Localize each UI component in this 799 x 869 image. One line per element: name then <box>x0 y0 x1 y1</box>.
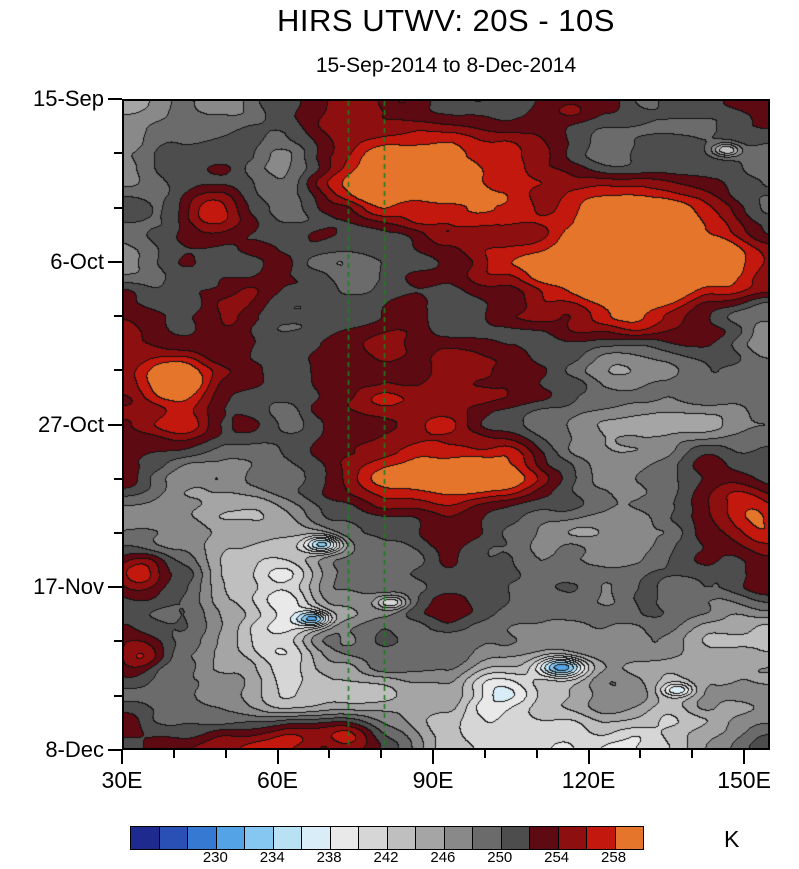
colorbar-segment <box>444 827 473 849</box>
colorbar-segment <box>587 827 616 849</box>
x-axis-minor-tick <box>380 750 383 758</box>
x-axis-label: 120E <box>561 767 616 793</box>
x-axis-minor-tick <box>172 750 175 758</box>
x-axis-minor-tick <box>224 750 227 758</box>
x-axis-minor-tick <box>639 750 642 758</box>
y-axis-label: 8-Dec <box>45 737 104 762</box>
colorbar-label: 234 <box>259 849 285 866</box>
colorbar-segment <box>416 827 445 849</box>
x-axis-label: 150E <box>717 767 771 793</box>
x-axis-minor-tick <box>328 750 331 758</box>
y-axis-tick <box>108 586 122 589</box>
y-axis-minor-tick <box>114 314 122 317</box>
y-axis-minor-tick <box>114 152 122 155</box>
colorbar-label: 242 <box>373 849 399 866</box>
y-axis-tick <box>108 749 122 751</box>
colorbar-label: 254 <box>544 849 570 866</box>
colorbar-segment <box>501 827 530 849</box>
y-axis-label: 17-Nov <box>33 574 104 600</box>
x-axis-minor-tick <box>483 750 486 758</box>
contour-field-canvas <box>124 101 768 748</box>
colorbar-segment <box>387 827 416 849</box>
x-axis-tick <box>276 750 279 764</box>
x-axis-tick <box>743 750 746 764</box>
chart-subtitle: 15-Sep-2014 to 8-Dec-2014 <box>315 54 577 77</box>
y-axis-minor-tick <box>114 477 122 480</box>
colorbar-unit-label: K <box>724 826 740 852</box>
y-axis-minor-tick <box>114 206 122 209</box>
colorbar-label: 258 <box>601 849 627 866</box>
x-axis-label: 30E <box>101 767 143 793</box>
colorbar-segment <box>159 827 188 849</box>
colorbar-segment <box>359 827 388 849</box>
colorbar-segment <box>558 827 587 849</box>
colorbar-label: 230 <box>202 849 228 866</box>
colorbar-label: 250 <box>487 849 513 866</box>
colorbar-segment <box>188 827 217 849</box>
plot-frame <box>122 99 770 750</box>
colorbar-segment <box>473 827 502 849</box>
colorbar-label: 238 <box>316 849 342 866</box>
x-axis-label: 90E <box>412 767 454 793</box>
x-axis-tick <box>587 750 590 764</box>
colorbar-segment <box>615 827 643 849</box>
colorbar-segment <box>273 827 302 849</box>
colorbar <box>130 826 644 850</box>
colorbar-segment <box>530 827 559 849</box>
x-axis-tick <box>121 750 123 764</box>
chart-title: HIRS UTWV: 20S - 10S <box>277 3 615 38</box>
colorbar-segment <box>245 827 274 849</box>
colorbar-segment <box>330 827 359 849</box>
y-axis-label: 27-Oct <box>37 411 104 437</box>
x-axis-tick <box>432 750 435 764</box>
y-axis-tick <box>108 423 122 426</box>
x-axis-minor-tick <box>535 750 538 758</box>
y-axis-minor-tick <box>114 532 122 535</box>
colorbar-segment <box>131 827 160 849</box>
y-axis-tick <box>108 98 122 100</box>
x-axis-minor-tick <box>691 750 694 758</box>
colorbar-label: 246 <box>430 849 456 866</box>
x-axis-label: 60E <box>257 767 298 793</box>
y-axis-minor-tick <box>114 369 122 372</box>
colorbar-segment <box>216 827 245 849</box>
y-axis-minor-tick <box>114 694 122 697</box>
y-axis-minor-tick <box>114 640 122 643</box>
colorbar-segment <box>302 827 331 849</box>
y-axis-label: 15-Sep <box>33 86 104 111</box>
y-axis-label: 6-Oct <box>50 248 104 274</box>
y-axis-tick <box>108 260 122 263</box>
